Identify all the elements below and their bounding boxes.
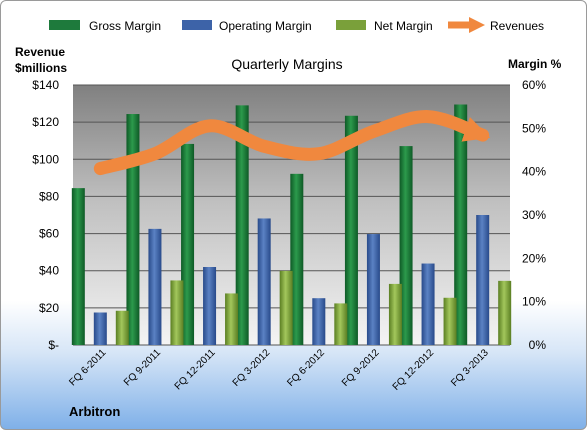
- x-tick-label: FQ 12-2012: [391, 347, 437, 393]
- right-tick-label: 30%: [522, 208, 546, 222]
- left-axis-label-line1: Revenue: [15, 45, 65, 59]
- legend-label-gross-margin: Gross Margin: [89, 19, 161, 33]
- operating-margin-bar: [257, 218, 271, 345]
- left-axis-ticks: $- $20 $40 $60 $80 $100 $120 $140: [32, 78, 59, 352]
- net-margin-bar: [388, 283, 402, 345]
- legend-swatch-gross-margin: [49, 20, 80, 30]
- legend-swatch-operating-margin: [182, 20, 212, 30]
- revenue-line-group: [93, 110, 491, 176]
- operating-margin-bar: [366, 234, 380, 345]
- net-margin-bar: [279, 270, 293, 345]
- gross-margin-bar: [235, 105, 249, 345]
- legend-arrow-revenues: [469, 17, 485, 33]
- left-tick-label: $140: [32, 78, 59, 92]
- right-tick-label: 0%: [529, 338, 547, 352]
- operating-margin-bar: [312, 298, 326, 345]
- operating-margin-bar: [203, 267, 217, 345]
- gross-margin-bar: [290, 173, 304, 345]
- right-axis-label: Margin %: [508, 57, 562, 71]
- gross-margin-bar: [181, 143, 195, 345]
- x-tick-label: FQ 3-2013: [449, 347, 491, 389]
- operating-margin-bar: [93, 312, 107, 345]
- x-tick-label: FQ 12-2011: [173, 347, 218, 392]
- left-tick-label: $120: [32, 115, 59, 129]
- gross-margin-bar: [454, 104, 468, 345]
- x-tick-label: FQ 6-2012: [285, 347, 327, 389]
- legend-swatch-net-margin: [336, 20, 366, 30]
- gross-margin-bar: [344, 115, 358, 346]
- right-tick-label: 10%: [522, 295, 546, 309]
- operating-margin-bar: [421, 263, 435, 345]
- gross-margin-bar: [71, 188, 85, 345]
- legend-label-operating-margin: Operating Margin: [219, 19, 312, 33]
- x-axis-ticks: FQ 6-2011 FQ 9-2011 FQ 12-2011 FQ 3-2012 FQ …: [67, 347, 491, 393]
- gross-margin-bar: [126, 114, 140, 346]
- net-margin-bar: [225, 293, 239, 345]
- net-margin-bar: [498, 280, 512, 345]
- company-label: Arbitron: [69, 404, 120, 419]
- legend-label-net-margin: Net Margin: [374, 19, 433, 33]
- x-tick-label: FQ 3-2012: [231, 347, 273, 389]
- right-tick-label: 40%: [522, 165, 546, 179]
- left-tick-label: $-: [48, 338, 59, 352]
- right-tick-label: 50%: [522, 121, 546, 135]
- right-tick-label: 20%: [522, 251, 546, 265]
- bars: [71, 104, 512, 346]
- chart-title: Quarterly Margins: [231, 56, 342, 72]
- net-margin-bar: [170, 280, 184, 345]
- operating-margin-bar: [476, 215, 490, 345]
- left-tick-label: $80: [39, 189, 59, 203]
- left-axis-label-line2: $millions: [15, 61, 67, 75]
- right-tick-label: 60%: [522, 78, 546, 92]
- left-tick-label: $60: [39, 227, 59, 241]
- net-margin-bar: [115, 310, 129, 345]
- right-axis-ticks: 0% 10% 20% 30% 40% 50% 60%: [522, 78, 546, 352]
- net-margin-bar: [443, 297, 457, 345]
- x-tick-label: FQ 6-2011: [67, 347, 108, 388]
- x-tick-label: FQ 9-2012: [340, 347, 382, 389]
- left-tick-label: $100: [32, 152, 59, 166]
- net-margin-bar: [334, 303, 348, 345]
- left-tick-label: $20: [39, 301, 59, 315]
- legend-label-revenues: Revenues: [490, 19, 544, 33]
- legend: Gross Margin Operating Margin Net Margin…: [49, 17, 544, 33]
- left-tick-label: $40: [39, 264, 59, 278]
- revenues-line: [93, 110, 491, 176]
- operating-margin-bar: [148, 228, 162, 345]
- x-tick-label: FQ 9-2011: [122, 347, 163, 388]
- gross-margin-bar: [399, 146, 413, 345]
